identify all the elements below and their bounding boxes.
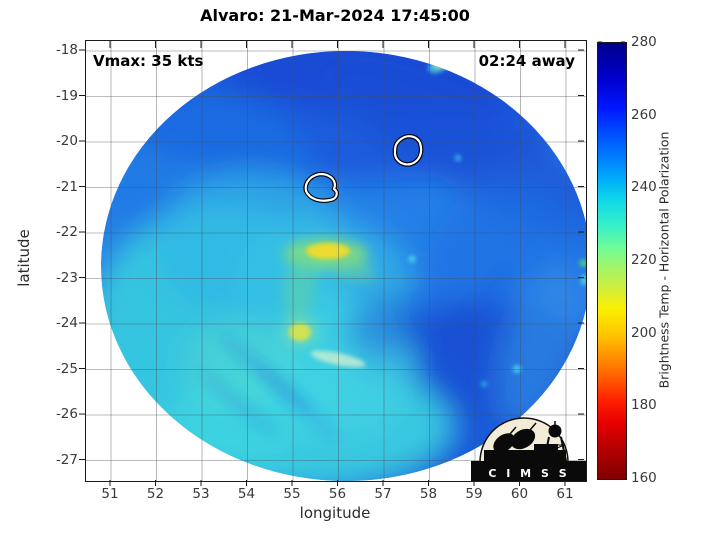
colorbar <box>597 42 627 480</box>
colorbar-tick-label: 260 <box>631 106 657 123</box>
swath-image: C I M S S <box>86 41 586 481</box>
x-tick-label: 56 <box>328 486 347 502</box>
y-tick-label: -26 <box>55 406 78 423</box>
vmax-annotation: Vmax: 35 kts <box>93 52 204 70</box>
x-tick-label: 61 <box>556 486 574 502</box>
y-tick-label: -22 <box>55 224 78 241</box>
cimss-logo-text: C I M S S <box>488 467 569 480</box>
contour-overlays <box>303 133 424 203</box>
y-tick-label: -27 <box>55 451 78 468</box>
x-tick-label: 52 <box>146 486 165 502</box>
x-tick-label: 59 <box>465 486 483 502</box>
x-tick-label: 53 <box>192 486 210 502</box>
x-tick-label: 57 <box>374 486 392 502</box>
cimss-logo-art <box>484 421 567 463</box>
colorbar-tick-label: 160 <box>631 470 657 486</box>
y-tick-label: -21 <box>55 178 78 195</box>
colorbar-label: Brightness Temp - Horizontal Polarizatio… <box>656 131 672 389</box>
y-tick-label: -25 <box>55 360 78 377</box>
cimss-banner <box>471 461 586 481</box>
colorbar-tick-label: 280 <box>631 34 657 50</box>
plot-area: C I M S S <box>85 40 587 482</box>
y-tick-label: -24 <box>55 315 78 332</box>
x-tick-label: 54 <box>237 486 256 502</box>
x-tick-label: 55 <box>283 486 301 502</box>
colorbar-tick-label: 220 <box>631 252 657 268</box>
y-tick-label: -20 <box>55 133 78 149</box>
x-tick-label: 60 <box>510 486 529 502</box>
x-tick-label: 58 <box>419 486 438 502</box>
y-tick-label: -19 <box>55 87 78 104</box>
y-tick-label: -23 <box>55 269 78 286</box>
x-tick-label: 51 <box>101 486 119 502</box>
colorbar-tick-label: 180 <box>631 397 657 414</box>
y-tick-label: -18 <box>55 42 78 58</box>
colorbar-tick-label: 200 <box>631 324 657 341</box>
x-axis-label: longitude <box>299 504 371 522</box>
time-away-annotation: 02:24 away <box>478 52 575 70</box>
cimss-logo: C I M S S <box>471 417 586 481</box>
colorbar-tick-label: 240 <box>631 179 657 196</box>
grid-lines <box>86 41 586 481</box>
y-axis-label: latitude <box>15 229 33 287</box>
page-title: Alvaro: 21-Mar-2024 17:45:00 <box>200 6 470 25</box>
